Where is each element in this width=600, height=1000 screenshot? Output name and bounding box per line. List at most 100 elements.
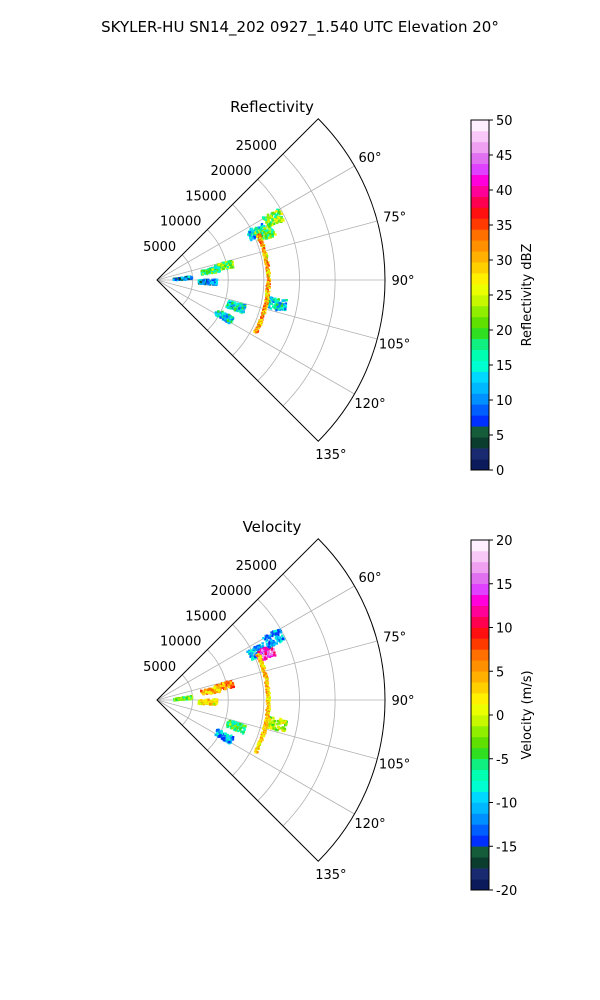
echo-gate xyxy=(268,274,271,277)
echo-gate xyxy=(206,689,210,693)
colorbar-tick-label: 50 xyxy=(496,114,513,129)
colorbar-tick-label: 25 xyxy=(496,289,513,304)
echo-gate xyxy=(277,629,280,632)
echo-gate xyxy=(282,721,285,724)
echo-gate xyxy=(257,747,260,750)
colorbar-swatch xyxy=(471,813,489,825)
echo-gate xyxy=(285,723,288,726)
echo-gate xyxy=(250,235,253,238)
echo-gate xyxy=(213,698,216,701)
echo-gate xyxy=(268,646,271,649)
echo-gate xyxy=(265,306,268,309)
echo-gate xyxy=(212,702,216,706)
echo-gate xyxy=(268,703,271,706)
echo-gate xyxy=(265,252,268,255)
echo-gate xyxy=(260,235,264,238)
colorbar-swatch xyxy=(471,540,489,552)
echo-gate xyxy=(207,268,210,272)
echo-gate xyxy=(229,684,233,688)
colorbar-swatch xyxy=(471,316,489,329)
echo-gate xyxy=(282,729,286,733)
echo-gate xyxy=(265,709,268,711)
echo-gate xyxy=(230,724,233,728)
theta-tick-label: 135° xyxy=(315,448,346,463)
echo-gate xyxy=(260,224,263,227)
echo-gate xyxy=(214,690,217,693)
echo-gate xyxy=(226,313,229,317)
echo-gate xyxy=(258,652,261,656)
echo-gate xyxy=(264,309,267,312)
echo-gate xyxy=(276,302,279,305)
echo-gate xyxy=(254,228,257,231)
range-tick-label: 5000 xyxy=(143,660,176,675)
echo-gate xyxy=(266,213,270,216)
colorbar-swatch xyxy=(471,627,489,639)
echo-gate xyxy=(217,314,220,318)
echo-region xyxy=(266,296,288,312)
colorbar-swatch xyxy=(471,780,489,792)
echo-gate xyxy=(276,729,279,732)
echo-gate xyxy=(259,237,262,240)
echo-gate xyxy=(264,672,267,675)
echo-region xyxy=(261,208,285,229)
echo-gate xyxy=(276,208,279,211)
echo-gate xyxy=(265,657,268,660)
echo-gate xyxy=(267,264,270,267)
echo-gate xyxy=(265,713,268,716)
echo-gate xyxy=(226,725,229,729)
echo-gate xyxy=(217,312,220,316)
echo-gate xyxy=(274,219,277,222)
echo-gate xyxy=(231,685,235,689)
colorbar-swatch xyxy=(471,649,489,661)
echo-gate xyxy=(279,302,282,305)
echo-gate xyxy=(268,233,271,236)
echo-gate xyxy=(273,306,276,310)
echo-gate xyxy=(232,720,236,724)
echo-gate xyxy=(225,735,229,738)
echo-gate xyxy=(276,722,279,726)
echo-gate xyxy=(253,236,257,239)
echo-gate xyxy=(275,210,278,213)
echo-gate xyxy=(265,221,268,224)
echo-gate xyxy=(280,219,284,222)
echo-gate xyxy=(271,299,274,302)
echo-gate xyxy=(241,310,244,313)
echo-gate xyxy=(202,699,205,702)
colorbar-label: Reflectivity dBZ xyxy=(520,244,535,347)
echo-gate xyxy=(258,643,261,647)
echo-gate xyxy=(250,649,253,652)
colorbar-tick-label: 45 xyxy=(496,149,513,164)
echo-gate xyxy=(266,230,270,234)
echo-gate xyxy=(225,320,228,323)
echo-gate xyxy=(272,648,275,652)
echo-gate xyxy=(182,277,185,280)
echo-gate xyxy=(185,697,188,700)
echo-gate xyxy=(259,661,262,664)
echo-gate xyxy=(276,299,279,303)
echo-gate xyxy=(212,698,215,701)
echo-gate xyxy=(224,737,228,740)
echo-gate xyxy=(268,216,271,219)
echo-gate xyxy=(229,741,233,744)
echo-gate xyxy=(273,723,276,726)
echo-region xyxy=(266,716,288,733)
echo-gate xyxy=(271,727,275,730)
echo-gate xyxy=(204,701,207,704)
echo-gate xyxy=(239,722,242,726)
echo-gate xyxy=(174,698,178,701)
echo-gate xyxy=(267,715,270,718)
echo-gate xyxy=(271,650,274,653)
echo-gate xyxy=(260,323,263,326)
echo-gate xyxy=(200,271,204,275)
echo-gate xyxy=(200,689,203,692)
echo-gate xyxy=(279,306,283,310)
echo-gate xyxy=(282,638,286,641)
colorbar-tick-label: 10 xyxy=(496,622,513,637)
echo-gate xyxy=(276,639,279,643)
echo-gate xyxy=(264,261,267,264)
echo-gate xyxy=(258,327,260,330)
echo-gate xyxy=(206,278,210,281)
echo-gate xyxy=(223,319,227,322)
echo-gate xyxy=(273,651,276,654)
echo-gate xyxy=(268,687,271,690)
